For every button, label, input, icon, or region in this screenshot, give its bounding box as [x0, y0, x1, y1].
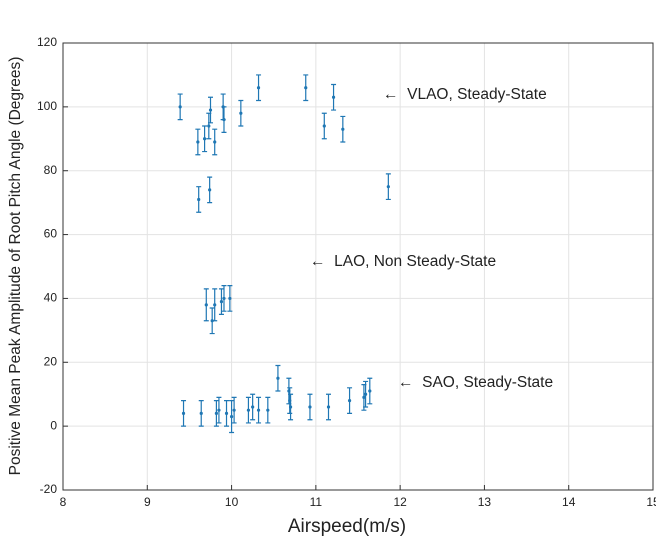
- y-tick-label: 0: [50, 418, 57, 432]
- point: [217, 408, 221, 412]
- point: [208, 108, 213, 112]
- point: [219, 300, 224, 304]
- point: [288, 405, 293, 409]
- point: [326, 405, 331, 409]
- point: [208, 188, 212, 192]
- point: [386, 185, 390, 189]
- x-tick-label: 13: [478, 495, 492, 509]
- point: [251, 405, 255, 409]
- point: [246, 408, 251, 412]
- x-tick-label: 9: [144, 495, 151, 509]
- point: [222, 296, 226, 301]
- x-tick-label: 14: [562, 495, 576, 509]
- point: [341, 127, 345, 131]
- y-tick-label: 60: [44, 227, 58, 241]
- point: [196, 140, 200, 144]
- point: [207, 124, 211, 128]
- x-axis-label: Airspeed(m/s): [288, 516, 406, 537]
- y-tick-label: 100: [37, 99, 57, 113]
- plot-frame: [62, 42, 654, 491]
- point: [213, 303, 217, 307]
- y-tick-label: 80: [44, 163, 58, 177]
- point: [178, 105, 182, 109]
- point: [228, 296, 232, 301]
- point: [197, 197, 201, 202]
- point: [368, 389, 372, 393]
- x-tick-label: 12: [393, 495, 407, 509]
- point: [256, 86, 261, 90]
- point: [222, 118, 226, 122]
- annotation: ← LAO, Non Steady-State: [310, 253, 496, 270]
- point: [239, 111, 243, 115]
- point: [229, 414, 234, 419]
- y-tick-label: -20: [40, 482, 58, 496]
- plot-area: [63, 43, 653, 490]
- x-tick-label: 15: [646, 495, 656, 509]
- point: [304, 86, 308, 90]
- point: [322, 124, 326, 128]
- point: [199, 411, 203, 415]
- annotation: ← VLAO, Steady-State: [383, 86, 547, 103]
- point: [276, 376, 280, 380]
- point: [266, 408, 270, 412]
- point: [203, 137, 207, 141]
- point: [181, 411, 186, 415]
- point: [363, 392, 368, 396]
- point: [224, 411, 229, 415]
- y-tick-label: 120: [37, 35, 57, 49]
- point: [204, 303, 208, 307]
- x-tick-label: 11: [310, 495, 323, 509]
- x-tick-label: 8: [60, 495, 67, 509]
- point: [213, 140, 217, 144]
- point: [347, 399, 352, 403]
- annotation: ← SAO, Steady-State: [398, 374, 553, 391]
- y-tick-label: 20: [44, 354, 58, 368]
- point: [210, 319, 214, 323]
- point: [256, 408, 261, 412]
- point: [331, 95, 336, 99]
- point: [214, 411, 218, 415]
- point: [308, 405, 312, 409]
- y-tick-label: 40: [44, 291, 58, 305]
- point: [362, 395, 366, 400]
- x-tick-label: 10: [225, 495, 239, 509]
- y-axis-label: Positive Mean Peak Amplitude of Root Pit…: [7, 57, 24, 476]
- point: [232, 408, 236, 412]
